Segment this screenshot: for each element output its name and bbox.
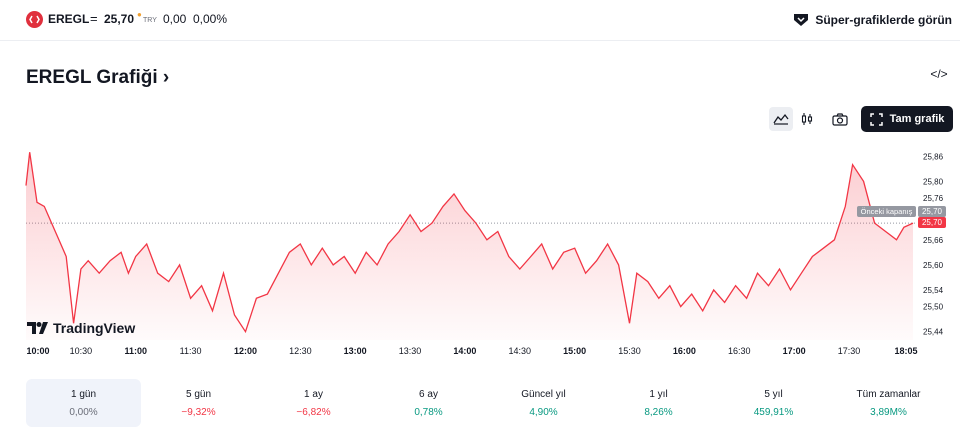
super-charts-link[interactable]: Süper-grafiklerde görün: [793, 10, 952, 30]
y-tick-label: 25,86: [923, 152, 944, 161]
x-tick-label: 17:30: [837, 346, 861, 356]
fullscreen-label: Tam grafik: [889, 113, 945, 125]
previous-close-price-tag: 25,70: [918, 206, 946, 217]
range-option[interactable]: 6 ay 0,78%: [371, 379, 486, 427]
tradingview-logo-text: TradingView: [53, 320, 136, 336]
range-option[interactable]: 1 gün 0,00%: [26, 379, 141, 427]
range-label: 1 gün: [70, 388, 97, 400]
camera-icon: [832, 112, 848, 126]
x-tick-label: 17:00: [782, 346, 806, 356]
previous-close-label: Önceki kapanış: [857, 206, 916, 217]
symbol-header: EREGL = 25,70 ● TRY 0,00 0,00% Süper-gra…: [0, 0, 960, 41]
tradingview-logo[interactable]: TradingView: [27, 320, 135, 336]
range-change-value: 0,78%: [414, 406, 443, 418]
range-option[interactable]: Güncel yıl 4,90%: [486, 379, 601, 427]
x-tick-label: 13:00: [343, 346, 367, 356]
super-charts-icon: [794, 14, 809, 26]
y-tick-label: 25,80: [923, 177, 944, 186]
x-tick-label: 16:00: [672, 346, 696, 356]
range-change-value: 3,89M%: [870, 406, 907, 418]
market-status-dot-icon: ●: [137, 10, 142, 19]
y-axis: 25,86 25,80 25,76 25,66 25,60 25,54 25,50 25,44: [923, 152, 944, 336]
y-tick-label: 25,76: [923, 194, 944, 203]
page-title[interactable]: EREGL Grafiği ›: [26, 67, 169, 89]
range-change-value: 0,00%: [69, 406, 98, 418]
y-tick-label: 25,66: [923, 236, 944, 245]
range-option[interactable]: 5 gün −9,32%: [141, 379, 256, 427]
price-area-fill: [26, 152, 913, 340]
price-change: 0,00: [163, 12, 187, 26]
y-tick-label: 25,44: [923, 328, 944, 337]
area-chart-icon: [773, 113, 789, 125]
x-tick-label: 10:30: [69, 346, 93, 356]
y-tick-label: 25,50: [923, 303, 944, 312]
chevron-right-icon: ›: [162, 67, 170, 88]
x-tick-label: 12:30: [289, 346, 312, 356]
range-option[interactable]: 5 yıl 459,91%: [716, 379, 831, 427]
x-tick-label: 11:30: [179, 346, 202, 356]
range-change-value: 459,91%: [753, 406, 794, 418]
snapshot-button[interactable]: [828, 107, 852, 131]
symbol-name[interactable]: EREGL: [48, 12, 90, 26]
range-change-value: 8,26%: [644, 406, 673, 418]
range-label: Güncel yıl: [521, 388, 566, 400]
range-label: 5 yıl: [764, 388, 783, 400]
candlestick-icon: [801, 113, 813, 125]
last-price-tag: 25,70: [918, 217, 946, 228]
range-option[interactable]: 1 yıl 8,26%: [601, 379, 716, 427]
range-option[interactable]: Tüm zamanlar 3,89M%: [831, 379, 946, 427]
symbol-logo-icon: [26, 11, 43, 28]
fullscreen-icon: [869, 112, 883, 126]
tradingview-logo-icon: [27, 322, 48, 334]
x-tick-label: 15:30: [618, 346, 641, 356]
y-tick-label: 25,60: [923, 261, 944, 270]
x-tick-label: 13:30: [398, 346, 422, 356]
price-change-percent: 0,00%: [193, 12, 228, 26]
range-selector: 1 gün 0,00% 5 gün −9,32% 1 ay −6,82% 6 ay 0,78%…: [26, 379, 946, 427]
x-tick-label: 16:30: [727, 346, 751, 356]
symbol-price: 25,70: [104, 12, 135, 26]
currency-code: TRY: [143, 17, 157, 24]
equals-sign: =: [90, 11, 98, 26]
range-label: 1 yıl: [649, 388, 668, 400]
range-label: Tüm zamanlar: [856, 388, 921, 400]
area-chart-style-button[interactable]: [769, 107, 793, 131]
fullscreen-chart-button[interactable]: Tam grafik: [861, 106, 953, 132]
candle-chart-style-button[interactable]: [795, 107, 819, 131]
y-tick-label: 25,54: [923, 286, 944, 295]
page-title-text: EREGL Grafiği: [26, 67, 158, 88]
range-label: 6 ay: [419, 388, 438, 400]
x-tick-label: 15:00: [563, 346, 587, 356]
range-label: 5 gün: [185, 388, 212, 400]
range-change-value: −6,82%: [296, 406, 331, 418]
x-tick-label: 18:05: [894, 346, 918, 356]
x-axis: 10:00 10:30 11:00 11:30 12:00 12:30 13:00 13:30…: [0, 346, 940, 360]
x-tick-label: 14:30: [508, 346, 532, 356]
super-charts-label: Süper-grafiklerde görün: [815, 13, 952, 27]
x-tick-label: 14:00: [453, 346, 477, 356]
embed-code-button[interactable]: </>: [930, 67, 948, 81]
price-line: [25, 152, 914, 334]
range-change-value: 4,90%: [529, 406, 558, 418]
range-option[interactable]: 1 ay −6,82%: [256, 379, 371, 427]
range-label: 1 ay: [304, 388, 323, 400]
price-chart[interactable]: 25,86 25,80 25,76 25,66 25,60 25,54 25,50 25,44: [0, 140, 960, 345]
x-tick-label: 10:00: [26, 346, 50, 356]
x-tick-label: 11:00: [124, 346, 147, 356]
range-change-value: −9,32%: [181, 406, 216, 418]
x-tick-label: 12:00: [233, 346, 257, 356]
